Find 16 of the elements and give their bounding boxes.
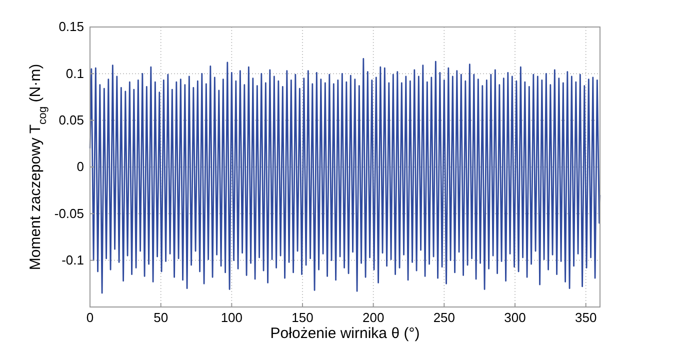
x-tick-label: 350 <box>574 310 597 326</box>
y-tick-label: -0.05 <box>54 206 84 221</box>
y-tick-label: 0.15 <box>58 19 84 34</box>
y-tick-label: -0.1 <box>62 252 84 268</box>
x-axis-title: Położenie wirnika θ (°) <box>270 325 420 342</box>
x-tick-label: 0 <box>86 310 94 326</box>
line-series <box>89 58 601 294</box>
y-tick-label: 0.1 <box>66 66 84 81</box>
x-tick-label: 250 <box>433 310 456 326</box>
y-tick-label: 0.05 <box>58 112 84 128</box>
x-tick-label: 200 <box>362 310 384 326</box>
x-tick-label: 50 <box>154 310 168 326</box>
x-tick-label: 300 <box>504 310 526 326</box>
x-tick-label: 100 <box>220 310 243 326</box>
y-tick-label: 0 <box>76 159 84 174</box>
x-tick-label: 150 <box>292 310 314 326</box>
